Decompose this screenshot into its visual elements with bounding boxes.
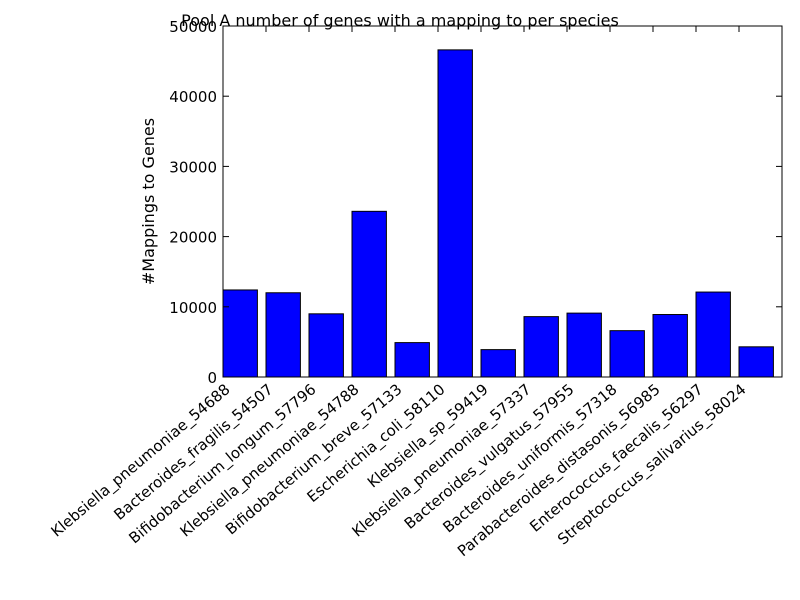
y-axis: 0 10000 20000 30000 40000 50000 — [169, 18, 782, 387]
bar-Klebsiella_pneumoniae_54688 — [222, 289, 258, 378]
plot-frame — [222, 25, 783, 378]
y-tick-label: 10000 — [169, 299, 217, 317]
bar-Klebsiella_pneumoniae_57337 — [523, 316, 559, 378]
bar-Bacteroides_fragilis_54507 — [265, 292, 301, 378]
y-tick-label: 40000 — [169, 88, 217, 106]
bar-Klebsiella_sp_59419 — [480, 349, 516, 378]
y-tick-label: 20000 — [169, 229, 217, 247]
bar-Enterococcus_faecalis_56297 — [695, 291, 731, 378]
x-axis: Klebsiella_pneumoniae_54688Bacteroides_f… — [47, 26, 750, 561]
y-tick-label: 30000 — [169, 158, 217, 176]
bar-Bifidobacterium_breve_57133 — [394, 342, 430, 378]
bar-Bacteroides_vulgatus_57955 — [566, 312, 602, 378]
y-tick-label: 50000 — [169, 18, 217, 36]
bar-Klebsiella_pneumoniae_54788 — [351, 210, 387, 378]
bar-Streptococcus_salivarius_58024 — [738, 346, 774, 378]
chart-title: Pool A number of genes with a mapping to… — [181, 11, 619, 30]
bars-group — [222, 49, 774, 378]
bar-Bifidobacterium_longum_57796 — [308, 313, 344, 378]
y-tick-label: 0 — [207, 369, 217, 387]
bar-Bacteroides_uniformis_57318 — [609, 330, 645, 378]
bar-Escherichia_coli_58110 — [437, 49, 473, 378]
bar-Parabacteroides_distasonis_56985 — [652, 314, 688, 378]
y-axis-label: #Mappings to Genes — [139, 118, 158, 285]
